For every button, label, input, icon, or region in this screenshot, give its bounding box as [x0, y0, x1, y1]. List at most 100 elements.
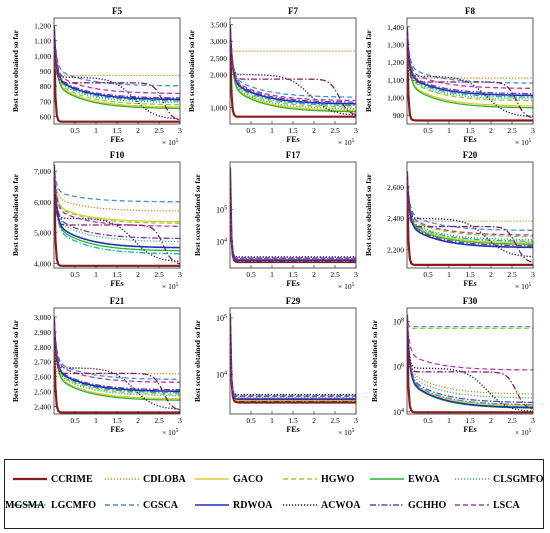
series-line-lsca — [407, 314, 533, 371]
x-axis-exponent: × 105 — [162, 282, 179, 291]
y-tick-label: 1,100 — [387, 76, 404, 85]
subplot-title: F30 — [463, 296, 478, 306]
x-tick-label: 0.5 — [70, 416, 80, 425]
legend-entry-gaco: GACO — [195, 474, 263, 485]
x-tick-label: 2.5 — [154, 126, 164, 135]
x-tick-label: 1.5 — [288, 416, 298, 425]
series-line-ccrime — [230, 313, 356, 404]
series-line-mgsma — [407, 26, 533, 119]
y-tick-label: 1,100 — [34, 37, 51, 46]
x-tick-label: 0.5 — [246, 416, 256, 425]
series-group — [407, 314, 533, 414]
x-tick-label: 1 — [94, 416, 98, 425]
x-tick-label: 1 — [270, 270, 274, 279]
y-tick-label: 105 — [216, 314, 227, 323]
plot-area — [407, 308, 533, 414]
series-line-cgsca — [407, 26, 533, 84]
x-axis-label: FEs — [110, 135, 123, 144]
series-line-gaco — [407, 171, 533, 244]
legend-label: CCRIME — [51, 474, 93, 485]
legend-label: LGCMFO — [51, 500, 96, 511]
subplot-f7: F7 1,000 2,000 2,500 3,000 3,500 0.5 1 1.5 2 2.5 3 F… — [187, 6, 358, 147]
legend-entry-acwoa: ACWOA — [283, 500, 361, 511]
series-line-rdwoa — [407, 171, 533, 249]
y-axis-label: Best score obtained so far — [11, 173, 20, 256]
y-tick-label: 2,000 — [210, 70, 227, 79]
series-line-acwoa — [230, 167, 356, 258]
x-tick-label: 1.5 — [288, 126, 298, 135]
y-axis-label: Best score obtained so far — [193, 319, 202, 402]
x-axis-exponent: × 105 — [515, 428, 532, 437]
x-axis-exponent: × 105 — [515, 282, 532, 291]
legend-entry-cdloba: CDLOBA — [105, 474, 187, 485]
series-line-cgsca — [230, 24, 356, 98]
legend-entry-mgsma: MGSMA — [5, 500, 45, 511]
subplot-f30: F30 104 106 108 0.5 1 1.5 2 2.5 3 FEs × 105 Best sco… — [370, 296, 535, 437]
series-line-acwoa — [407, 171, 533, 258]
series-group — [230, 167, 356, 264]
x-tick-label: 0.5 — [246, 270, 256, 279]
y-tick-label: 1,200 — [34, 22, 51, 31]
series-line-clsgmfo — [54, 25, 180, 104]
y-tick-label: 1,400 — [387, 23, 404, 32]
x-tick-label: 1.5 — [465, 416, 475, 425]
y-tick-label: 700 — [40, 97, 52, 106]
x-tick-label: 3 — [354, 126, 358, 135]
x-tick-label: 3 — [354, 270, 358, 279]
legend-label: CDLOBA — [143, 474, 187, 485]
y-tick-label: 3,000 — [210, 37, 227, 46]
x-tick-label: 3 — [531, 126, 535, 135]
series-line-ewoa — [407, 171, 533, 245]
x-tick-label: 1.5 — [465, 270, 475, 279]
series-line-mgsma — [230, 24, 356, 116]
y-tick-label: 2,600 — [34, 373, 51, 382]
series-line-mgsma — [407, 171, 533, 263]
series-group — [407, 171, 533, 266]
y-tick-label: 108 — [393, 318, 404, 327]
x-axis-exponent: × 105 — [515, 138, 532, 147]
x-tick-label: 1 — [270, 416, 274, 425]
subplot-title: F5 — [112, 6, 122, 16]
legend: CCRIME CDLOBA GACO HGWO EWOA CLSGMFO LGCMFO CGS… — [4, 459, 544, 529]
subplot-f20: F20 2,200 2,400 2,600 0.5 1 1.5 2 2.5 3 FEs × 105 Be… — [364, 150, 535, 291]
series-line-ewoa — [54, 165, 180, 252]
series-line-gchho — [54, 25, 180, 99]
subplot-title: F17 — [286, 150, 301, 160]
series-line-acwoa — [407, 314, 533, 412]
series-line-acwoa — [407, 26, 533, 118]
legend-canvas: CCRIME CDLOBA GACO HGWO EWOA CLSGMFO LGCMFO CGS… — [5, 474, 544, 511]
legend-label: MGSMA — [5, 500, 45, 511]
series-line-lgcmfo — [407, 26, 533, 98]
legend-entry-cgsca: CGSCA — [105, 500, 179, 511]
x-axis-label: FEs — [286, 135, 299, 144]
x-tick-label: 1.5 — [112, 126, 122, 135]
series-line-gchho — [54, 165, 180, 240]
x-tick-label: 2.5 — [154, 416, 164, 425]
y-tick-label: 600 — [40, 112, 52, 121]
y-tick-label: 105 — [216, 205, 227, 214]
series-line-cgsca — [54, 25, 180, 87]
legend-label: CLSGMFO — [493, 474, 543, 485]
series-line-rdwoa — [54, 316, 180, 393]
x-axis-label: FEs — [286, 425, 299, 434]
x-axis-exponent: × 105 — [338, 428, 355, 437]
series-line-acwoa — [230, 24, 356, 116]
plot-area — [407, 162, 533, 268]
plot-area — [54, 162, 180, 268]
x-axis-exponent: × 105 — [162, 138, 179, 147]
legend-entry-lgcmfo: LGCMFO — [13, 500, 96, 511]
x-tick-label: 1 — [270, 126, 274, 135]
y-tick-label: 1,000 — [34, 52, 51, 61]
subplot-f8: F8 900 1,000 1,100 1,200 1,300 1,400 0.5 1 1.5 2 2.… — [364, 6, 535, 147]
x-tick-label: 3 — [531, 416, 535, 425]
x-tick-label: 2 — [312, 126, 316, 135]
x-axis-label: FEs — [463, 425, 476, 434]
y-tick-label: 104 — [216, 238, 227, 247]
x-tick-label: 3 — [531, 270, 535, 279]
x-axis-exponent: × 105 — [162, 428, 179, 437]
x-tick-label: 1.5 — [112, 416, 122, 425]
plot-area — [230, 162, 356, 268]
series-line-lsca — [54, 25, 180, 95]
series-line-clsgmfo — [230, 24, 356, 110]
series-line-gaco — [54, 25, 180, 108]
